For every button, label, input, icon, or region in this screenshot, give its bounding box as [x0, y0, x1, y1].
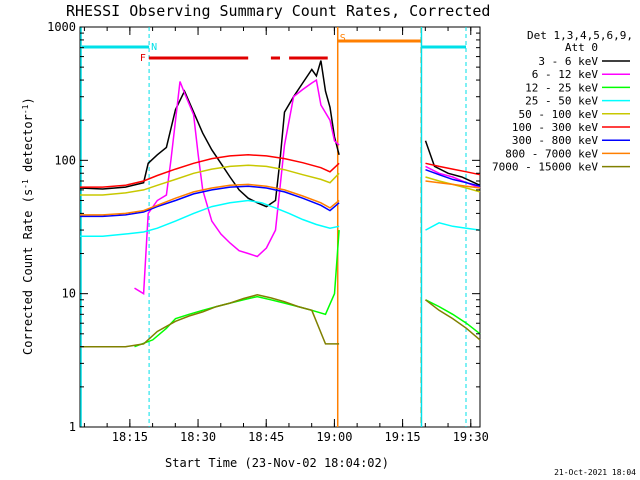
series-line — [425, 299, 481, 341]
legend-header-line2: Att 0 — [565, 41, 598, 54]
annotation-label-S: S — [340, 33, 346, 44]
series-line — [80, 154, 340, 188]
legend-label: 6 - 12 keV — [532, 68, 599, 81]
y-tick-label: 10 — [62, 287, 76, 301]
annotation-label-F: F — [140, 53, 146, 64]
series-line — [79, 60, 340, 208]
legend-label: 7000 - 15000 keV — [492, 161, 598, 174]
x-tick-label: 19:15 — [385, 430, 421, 444]
x-tick-label: 18:30 — [180, 430, 216, 444]
chart-title: RHESSI Observing Summary Count Rates, Co… — [66, 2, 490, 20]
x-axis-label: Start Time (23-Nov-02 18:04:02) — [165, 456, 389, 470]
y-axis-ticks: 1 10 100 1000 — [47, 20, 480, 434]
timestamp: 21-Oct-2021 18:04 — [554, 468, 636, 477]
legend-label: 3 - 6 keV — [538, 55, 598, 68]
y-tick-label: 1000 — [47, 20, 76, 34]
x-axis-ticks: 18:15 18:30 18:45 19:00 19:15 19:30 — [83, 27, 489, 444]
y-axis-label-sup1: -1 — [21, 179, 30, 189]
x-tick-label: 18:15 — [112, 430, 148, 444]
y-tick-label: 100 — [54, 153, 76, 167]
series-line — [425, 162, 481, 176]
series-line — [80, 199, 340, 237]
y-axis-label: Corrected Count Rate (s-1 detector-1) — [21, 97, 36, 355]
series-line — [80, 183, 340, 216]
series-line — [425, 180, 481, 189]
x-tick-label: 19:00 — [316, 430, 352, 444]
x-tick-label: 19:30 — [453, 430, 489, 444]
legend-label: 100 - 300 keV — [512, 121, 598, 134]
plot-frame — [79, 26, 481, 428]
legend-label: 300 - 800 keV — [512, 134, 598, 147]
y-axis-label-mid: detector — [21, 114, 35, 179]
y-axis-label-main: Corrected Count Rate (s — [21, 189, 35, 355]
y-axis-label-sup2: -1 — [21, 104, 30, 114]
series-line — [134, 230, 340, 348]
y-tick-label: 1 — [69, 420, 76, 434]
series-layer — [79, 60, 481, 348]
series-line — [80, 294, 340, 348]
legend-label: 50 - 100 keV — [519, 108, 599, 121]
legend-header-line1: Det 1,3,4,5,6,9, — [527, 29, 633, 42]
series-line — [80, 164, 340, 196]
series-line — [425, 299, 481, 335]
series-line — [424, 140, 481, 186]
legend-label: 800 - 7000 keV — [505, 147, 598, 160]
series-line — [80, 185, 340, 218]
legend-label: 25 - 50 keV — [525, 95, 598, 108]
y-axis-label-end: ) — [21, 97, 35, 104]
series-line — [425, 168, 481, 187]
series-line — [425, 222, 481, 231]
annotation-markers: NF S — [80, 27, 467, 427]
legend-label: 12 - 25 keV — [525, 81, 598, 94]
annotation-label-N: N — [151, 42, 157, 53]
x-tick-label: 18:45 — [248, 430, 284, 444]
series-line — [134, 78, 340, 295]
